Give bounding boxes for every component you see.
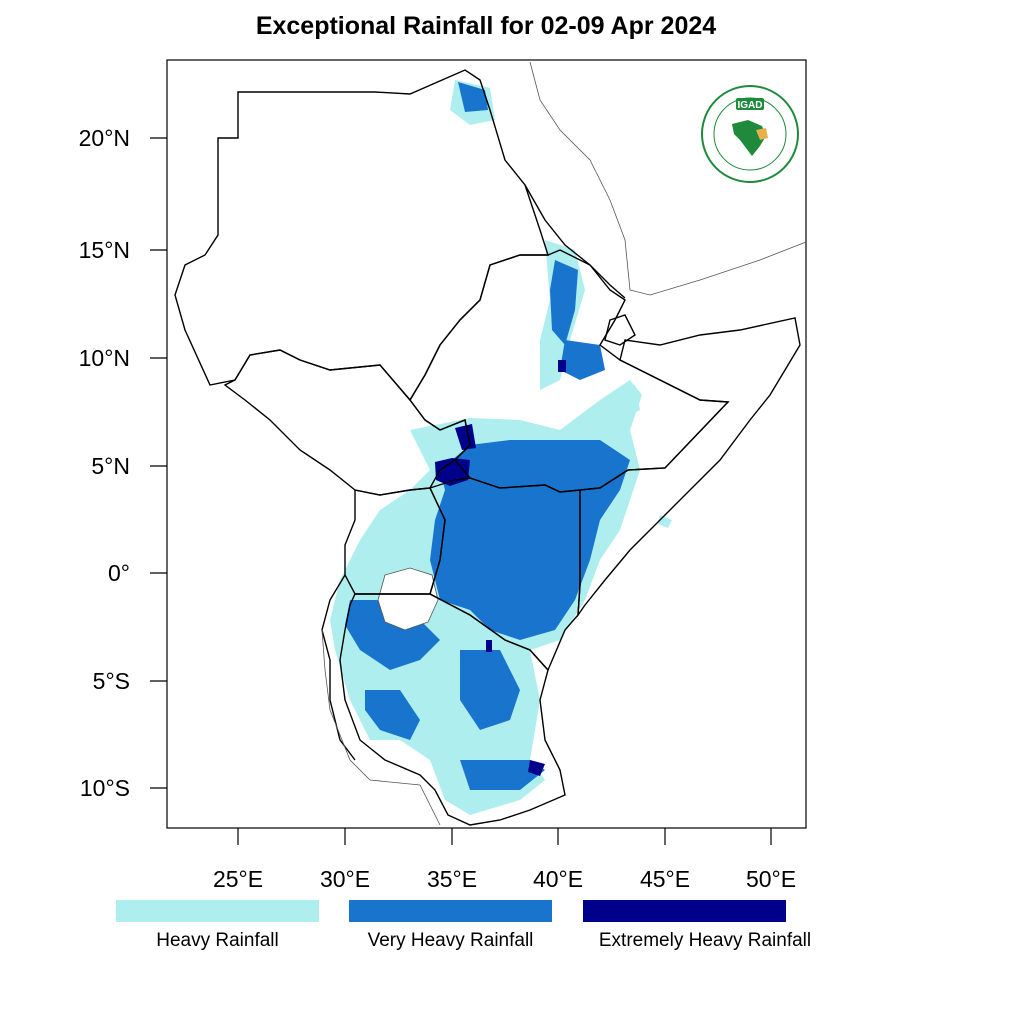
lat-label: 0° [108, 560, 130, 586]
legend-label-very-heavy: Very Heavy Rainfall [367, 930, 534, 951]
lat-label: 10°N [78, 345, 130, 371]
country-borders [174, 69, 801, 826]
lon-label: 50°E [745, 866, 797, 892]
lake-outline [377, 567, 439, 631]
svg-text:IGAD: IGAD [738, 100, 763, 111]
lat-label: 15°N [78, 237, 130, 263]
legend-label-extreme: Extremely Heavy Rainfall [598, 930, 812, 951]
plot-frame [166, 59, 807, 829]
igad-logo: IGAD [701, 85, 799, 183]
lat-label: 20°N [78, 125, 130, 151]
legend-swatch-very-heavy [349, 900, 552, 922]
legend-swatch-heavy [116, 900, 319, 922]
lon-label: 30°E [319, 866, 371, 892]
lat-label: 5°S [92, 668, 130, 694]
legend-label-heavy: Heavy Rainfall [156, 930, 279, 951]
axis-ticks [150, 137, 772, 845]
map-title: Exceptional Rainfall for 02-09 Apr 2024 [255, 12, 717, 40]
lon-label: 45°E [639, 866, 691, 892]
lon-label: 35°E [426, 866, 478, 892]
coastlines [321, 61, 807, 826]
lat-label: 5°N [91, 453, 130, 479]
lon-label: 40°E [532, 866, 584, 892]
lon-label: 25°E [212, 866, 264, 892]
lat-label: 10°S [79, 775, 130, 801]
legend-swatch-extreme [583, 900, 786, 922]
